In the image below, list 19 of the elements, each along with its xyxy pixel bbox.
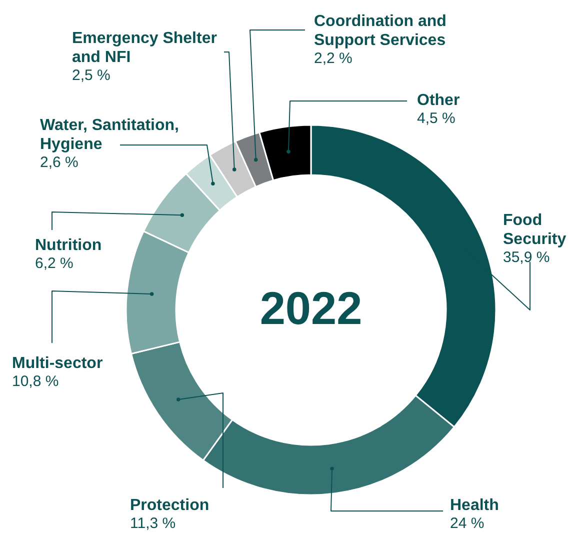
slice-label: Protection (130, 497, 210, 514)
data-label: 10,8 % (12, 373, 59, 390)
slice-label: Water, Santitation, Hygiene (40, 117, 179, 153)
slice-label: Nutrition (35, 237, 102, 254)
text: 2022 (260, 282, 362, 334)
slice-label: Multi-sector (12, 355, 103, 372)
slice-label: Coordination and Support Services (314, 13, 446, 49)
data-label: 2,2 % (314, 50, 352, 67)
data-label: 2,6 % (40, 154, 78, 171)
slice-label: Food Security (503, 212, 566, 248)
data-label: 4,5 % (417, 110, 456, 127)
slice-label: Health (450, 497, 499, 514)
data-label: 6,2 % (35, 255, 74, 272)
data-label: 24 % (450, 515, 484, 532)
slice-label: Other (417, 92, 460, 109)
data-label: 2,5 % (72, 67, 110, 84)
slice-label: Emergency Shelter and NFI (72, 30, 217, 66)
data-label: 11,3 % (130, 515, 176, 532)
data-label: 35,9 % (503, 249, 550, 266)
